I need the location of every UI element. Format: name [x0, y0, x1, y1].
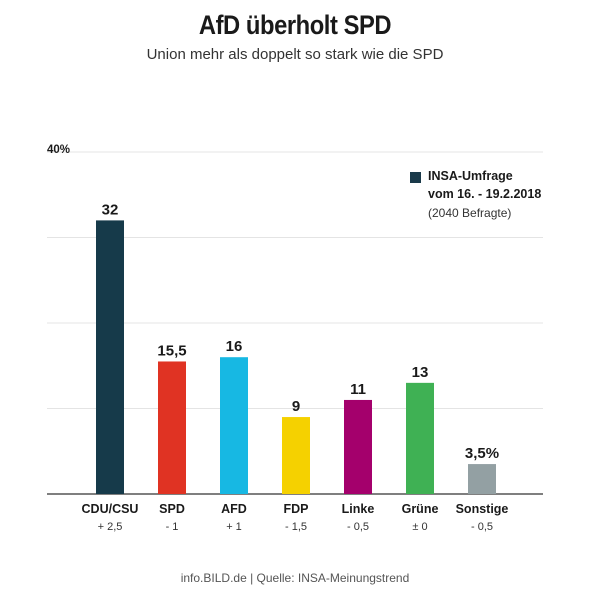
data-label: 15,5	[157, 342, 186, 359]
change-label: - 0,5	[347, 521, 369, 533]
category-label: FDP	[284, 502, 309, 516]
y-axis-max-label: 40%	[47, 144, 71, 156]
bar	[468, 464, 496, 494]
category-label: Linke	[342, 502, 375, 516]
data-label: 16	[226, 338, 243, 355]
data-label: 13	[412, 364, 429, 381]
change-label: - 0,5	[471, 521, 493, 533]
bar	[282, 417, 310, 494]
bar	[406, 382, 434, 494]
chart-title: AfD überholt SPD	[198, 10, 392, 40]
source-footer: info.BILD.de | Quelle: INSA-Meinungstren…	[180, 571, 410, 585]
legend-sample: (2040 Befragte)	[428, 206, 512, 220]
category-label: AFD	[221, 502, 247, 516]
bar	[344, 399, 372, 494]
category-label: SPD	[159, 502, 185, 516]
change-label: + 2,5	[98, 521, 123, 533]
category-label: Grüne	[402, 502, 439, 516]
bar	[220, 357, 248, 494]
legend-date: vom 16. - 19.2.2018	[428, 187, 542, 201]
data-label: 11	[350, 381, 366, 398]
category-label: Sonstige	[456, 502, 509, 516]
change-label: + 1	[226, 521, 242, 533]
legend-swatch	[410, 172, 421, 183]
bar	[96, 220, 124, 494]
data-label: 9	[292, 398, 300, 415]
data-label: 32	[102, 201, 119, 218]
bar	[158, 361, 186, 494]
chart-subtitle: Union mehr als doppelt so stark wie die …	[146, 46, 444, 63]
change-label: - 1	[166, 521, 179, 533]
category-label: CDU/CSU	[82, 502, 139, 516]
data-label: 3,5%	[465, 445, 499, 462]
legend-title: INSA-Umfrage	[428, 169, 513, 183]
change-label: ± 0	[412, 521, 427, 533]
change-label: - 1,5	[285, 521, 307, 533]
